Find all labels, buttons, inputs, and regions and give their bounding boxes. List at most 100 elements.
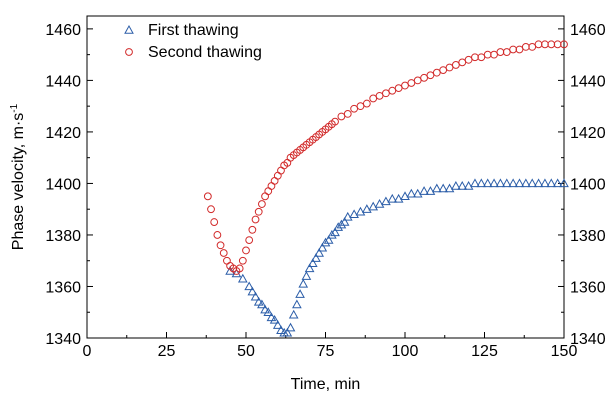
y-tick-label-right: 1360 (570, 279, 606, 296)
data-point (560, 40, 568, 49)
data-point (438, 183, 449, 193)
data-point (432, 68, 441, 77)
x-tick-labels: 0 25 50 75 100 125 150 (83, 343, 578, 360)
y-axis-title-superscript: -1 (9, 103, 20, 112)
data-point (527, 178, 538, 188)
data-point (263, 307, 274, 316)
data-point (276, 325, 286, 334)
data-point (540, 178, 550, 188)
legend-marker-triangle (124, 24, 134, 34)
data-point (203, 192, 212, 201)
data-point (426, 71, 435, 80)
data-point (311, 253, 321, 262)
data-point (362, 99, 371, 108)
data-point (330, 227, 340, 237)
data-point (368, 201, 379, 211)
data-point (369, 94, 378, 103)
y-axis-title-main: Phase velocity, m·s (10, 113, 27, 251)
data-point (381, 196, 391, 206)
data-point (547, 40, 556, 49)
data-point (216, 241, 225, 250)
data-point (336, 219, 347, 229)
data-point (541, 40, 549, 49)
data-point (502, 48, 511, 56)
data-point (320, 237, 331, 247)
axis-ticks (86, 28, 565, 339)
data-point (406, 188, 417, 198)
x-tick-label: 150 (551, 343, 578, 360)
data-point (327, 229, 337, 239)
legend-marker-circle (125, 48, 133, 56)
data-point (301, 271, 312, 280)
data-point (439, 66, 448, 74)
data-point (490, 50, 498, 59)
data-point (477, 53, 486, 62)
y-tick-label-right: 1400 (570, 176, 606, 193)
data-point (219, 249, 228, 257)
data-point (444, 183, 455, 193)
data-point (394, 84, 403, 93)
data-point (282, 327, 293, 337)
data-point (374, 199, 385, 208)
legend-label-second-thawing: Second thawing (148, 44, 262, 61)
data-point (333, 222, 344, 231)
data-point (244, 281, 255, 291)
data-point (225, 265, 235, 275)
data-point (356, 102, 365, 111)
data-point (464, 55, 473, 64)
data-point (509, 45, 518, 54)
data-point (501, 178, 512, 188)
data-point (496, 48, 505, 56)
data-point (514, 178, 525, 188)
data-point (238, 256, 247, 265)
legend: First thawing Second thawing (124, 22, 262, 61)
data-point (482, 178, 493, 188)
data-point (254, 207, 263, 216)
y-tick-label-left: 1340 (45, 331, 81, 348)
data-point (413, 76, 422, 85)
y-tick-label-left: 1420 (45, 125, 81, 142)
data-point (470, 178, 480, 188)
data-point (251, 215, 260, 224)
data-point (349, 209, 359, 219)
y-tick-label-right: 1340 (570, 331, 606, 348)
data-point (520, 178, 531, 188)
data-point (248, 225, 257, 234)
data-point (242, 246, 250, 255)
data-point (339, 217, 350, 226)
data-point (553, 40, 562, 49)
x-tick-label: 100 (392, 343, 419, 360)
data-point (267, 182, 276, 190)
data-point (508, 178, 518, 188)
data-point (534, 40, 543, 49)
y-axis-title: Phase velocity, m·s-1 (9, 103, 27, 250)
y-tick-labels-left: 1340 1360 1380 1400 1420 1440 1460 (45, 22, 81, 348)
data-point (361, 204, 372, 213)
data-point (388, 86, 397, 95)
data-point (288, 309, 299, 319)
data-point (253, 296, 264, 306)
data-point (260, 304, 270, 314)
data-point (559, 178, 569, 188)
data-point (419, 186, 429, 195)
y-tick-label-left: 1380 (45, 228, 81, 245)
data-point (476, 178, 487, 188)
data-point (273, 171, 282, 180)
data-point (412, 188, 423, 198)
data-point (483, 50, 492, 59)
data-point (257, 299, 267, 309)
y-tick-labels-right: 1340 1360 1380 1400 1420 1440 1460 (570, 22, 606, 348)
data-point (445, 63, 454, 72)
data-point (270, 176, 279, 185)
legend-label-first-thawing: First thawing (148, 22, 239, 39)
data-point (277, 166, 285, 175)
data-point (407, 79, 416, 87)
y-tick-label-left: 1360 (45, 279, 81, 296)
data-point (431, 183, 442, 193)
x-axis-title: Time, min (291, 376, 361, 393)
data-point (247, 286, 258, 296)
x-tick-label: 75 (317, 343, 335, 360)
data-point (307, 258, 318, 267)
y-tick-label-left: 1460 (45, 22, 81, 39)
